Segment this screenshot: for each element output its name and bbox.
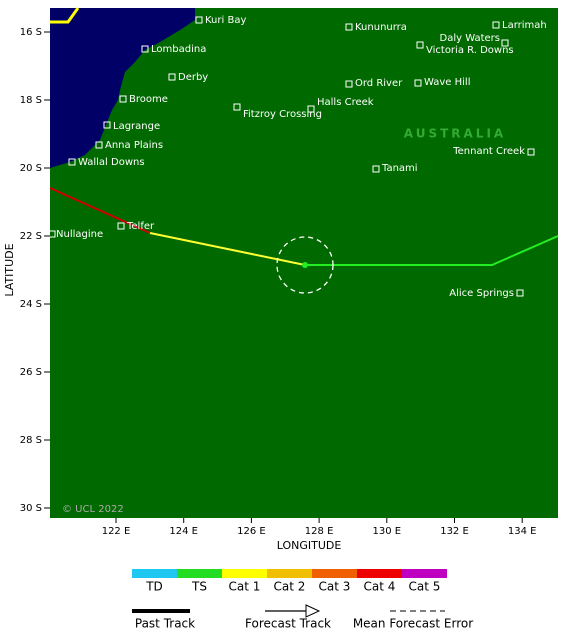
place-label: Lagrange bbox=[113, 121, 160, 132]
place-marker bbox=[527, 148, 535, 156]
place-marker bbox=[345, 23, 353, 31]
intensity-label: Cat 3 bbox=[319, 580, 351, 594]
intensity-label: Cat 1 bbox=[229, 580, 261, 594]
intensity-label: TD bbox=[145, 580, 163, 594]
track-cat1 bbox=[149, 232, 306, 266]
place-label: Tennant Creek bbox=[452, 146, 525, 157]
intensity-swatch bbox=[177, 569, 222, 578]
place-label: Victoria R. Downs bbox=[426, 45, 514, 56]
place-marker bbox=[48, 230, 56, 238]
track-legend-label: Forecast Track bbox=[245, 617, 331, 631]
y-tick-label: 28 S bbox=[20, 435, 42, 446]
place-label: Kuri Bay bbox=[205, 15, 246, 26]
intensity-swatch bbox=[357, 569, 402, 578]
x-tick-label: 124 E bbox=[169, 526, 198, 537]
place-label: Wave Hill bbox=[424, 77, 470, 88]
y-tick-label: 16 S bbox=[20, 27, 42, 38]
track-ts bbox=[305, 235, 559, 266]
y-tick-label: 26 S bbox=[20, 367, 42, 378]
track-legend-label: Mean Forecast Error bbox=[353, 617, 473, 631]
intensity-label: Cat 4 bbox=[364, 580, 396, 594]
track-legend-label: Past Track bbox=[135, 617, 195, 631]
place-marker bbox=[119, 95, 127, 103]
intensity-swatch bbox=[132, 569, 177, 578]
copyright: © UCL 2022 bbox=[62, 504, 124, 515]
place-label: Larrimah bbox=[502, 20, 547, 31]
intensity-label: Cat 2 bbox=[274, 580, 306, 594]
place-label: Anna Plains bbox=[105, 140, 163, 151]
place-label: Halls Creek bbox=[317, 97, 374, 108]
x-axis-label: LONGITUDE bbox=[277, 539, 342, 552]
intensity-swatch bbox=[267, 569, 312, 578]
place-marker bbox=[68, 158, 76, 166]
place-marker bbox=[233, 103, 241, 111]
place-marker bbox=[103, 121, 111, 129]
y-tick-label: 20 S bbox=[20, 163, 42, 174]
place-marker bbox=[414, 79, 422, 87]
intensity-swatch bbox=[402, 569, 447, 578]
x-tick-label: 128 E bbox=[305, 526, 334, 537]
place-label: Daly Waters bbox=[440, 33, 500, 44]
intensity-label: TS bbox=[191, 580, 207, 594]
forecast-error-circle bbox=[276, 236, 334, 294]
place-label: Fitzroy Crossing bbox=[243, 109, 322, 120]
intensity-label: Cat 5 bbox=[409, 580, 441, 594]
place-label: Kununurra bbox=[355, 22, 407, 33]
place-marker bbox=[117, 222, 125, 230]
place-label: Lombadina bbox=[151, 44, 206, 55]
place-marker bbox=[168, 73, 176, 81]
x-tick-label: 132 E bbox=[440, 526, 469, 537]
place-label: Telfer bbox=[126, 221, 155, 232]
place-marker bbox=[95, 141, 103, 149]
intensity-swatch bbox=[222, 569, 267, 578]
x-tick-label: 126 E bbox=[237, 526, 266, 537]
place-marker bbox=[141, 45, 149, 53]
ocean bbox=[50, 8, 195, 168]
forecast-arrow bbox=[305, 604, 321, 618]
y-tick-label: 22 S bbox=[20, 231, 42, 242]
place-label: Alice Springs bbox=[449, 288, 514, 299]
y-axis-label: LATITUDE bbox=[3, 243, 16, 296]
x-tick-label: 122 E bbox=[102, 526, 131, 537]
place-label: Nullagine bbox=[56, 229, 103, 240]
current-position bbox=[302, 262, 308, 268]
track-cat4 bbox=[49, 187, 151, 234]
other-track bbox=[50, 7, 80, 24]
place-marker bbox=[345, 80, 353, 88]
region-label: AUSTRALIA bbox=[404, 127, 506, 141]
place-label: Broome bbox=[129, 94, 168, 105]
place-label: Ord River bbox=[355, 78, 403, 89]
place-label: Tanami bbox=[381, 163, 418, 174]
x-tick-label: 130 E bbox=[373, 526, 402, 537]
y-tick-label: 18 S bbox=[20, 95, 42, 106]
place-label: Wallal Downs bbox=[78, 157, 145, 168]
place-marker bbox=[501, 39, 509, 47]
place-label: Derby bbox=[178, 72, 208, 83]
place-marker bbox=[416, 41, 424, 49]
place-marker bbox=[492, 21, 500, 29]
y-tick-label: 24 S bbox=[20, 299, 42, 310]
intensity-swatch bbox=[312, 569, 357, 578]
place-marker bbox=[516, 289, 524, 297]
y-tick-label: 30 S bbox=[20, 503, 42, 514]
place-marker bbox=[195, 16, 203, 24]
place-marker bbox=[372, 165, 380, 173]
place-marker bbox=[307, 105, 315, 113]
x-tick-label: 134 E bbox=[508, 526, 537, 537]
